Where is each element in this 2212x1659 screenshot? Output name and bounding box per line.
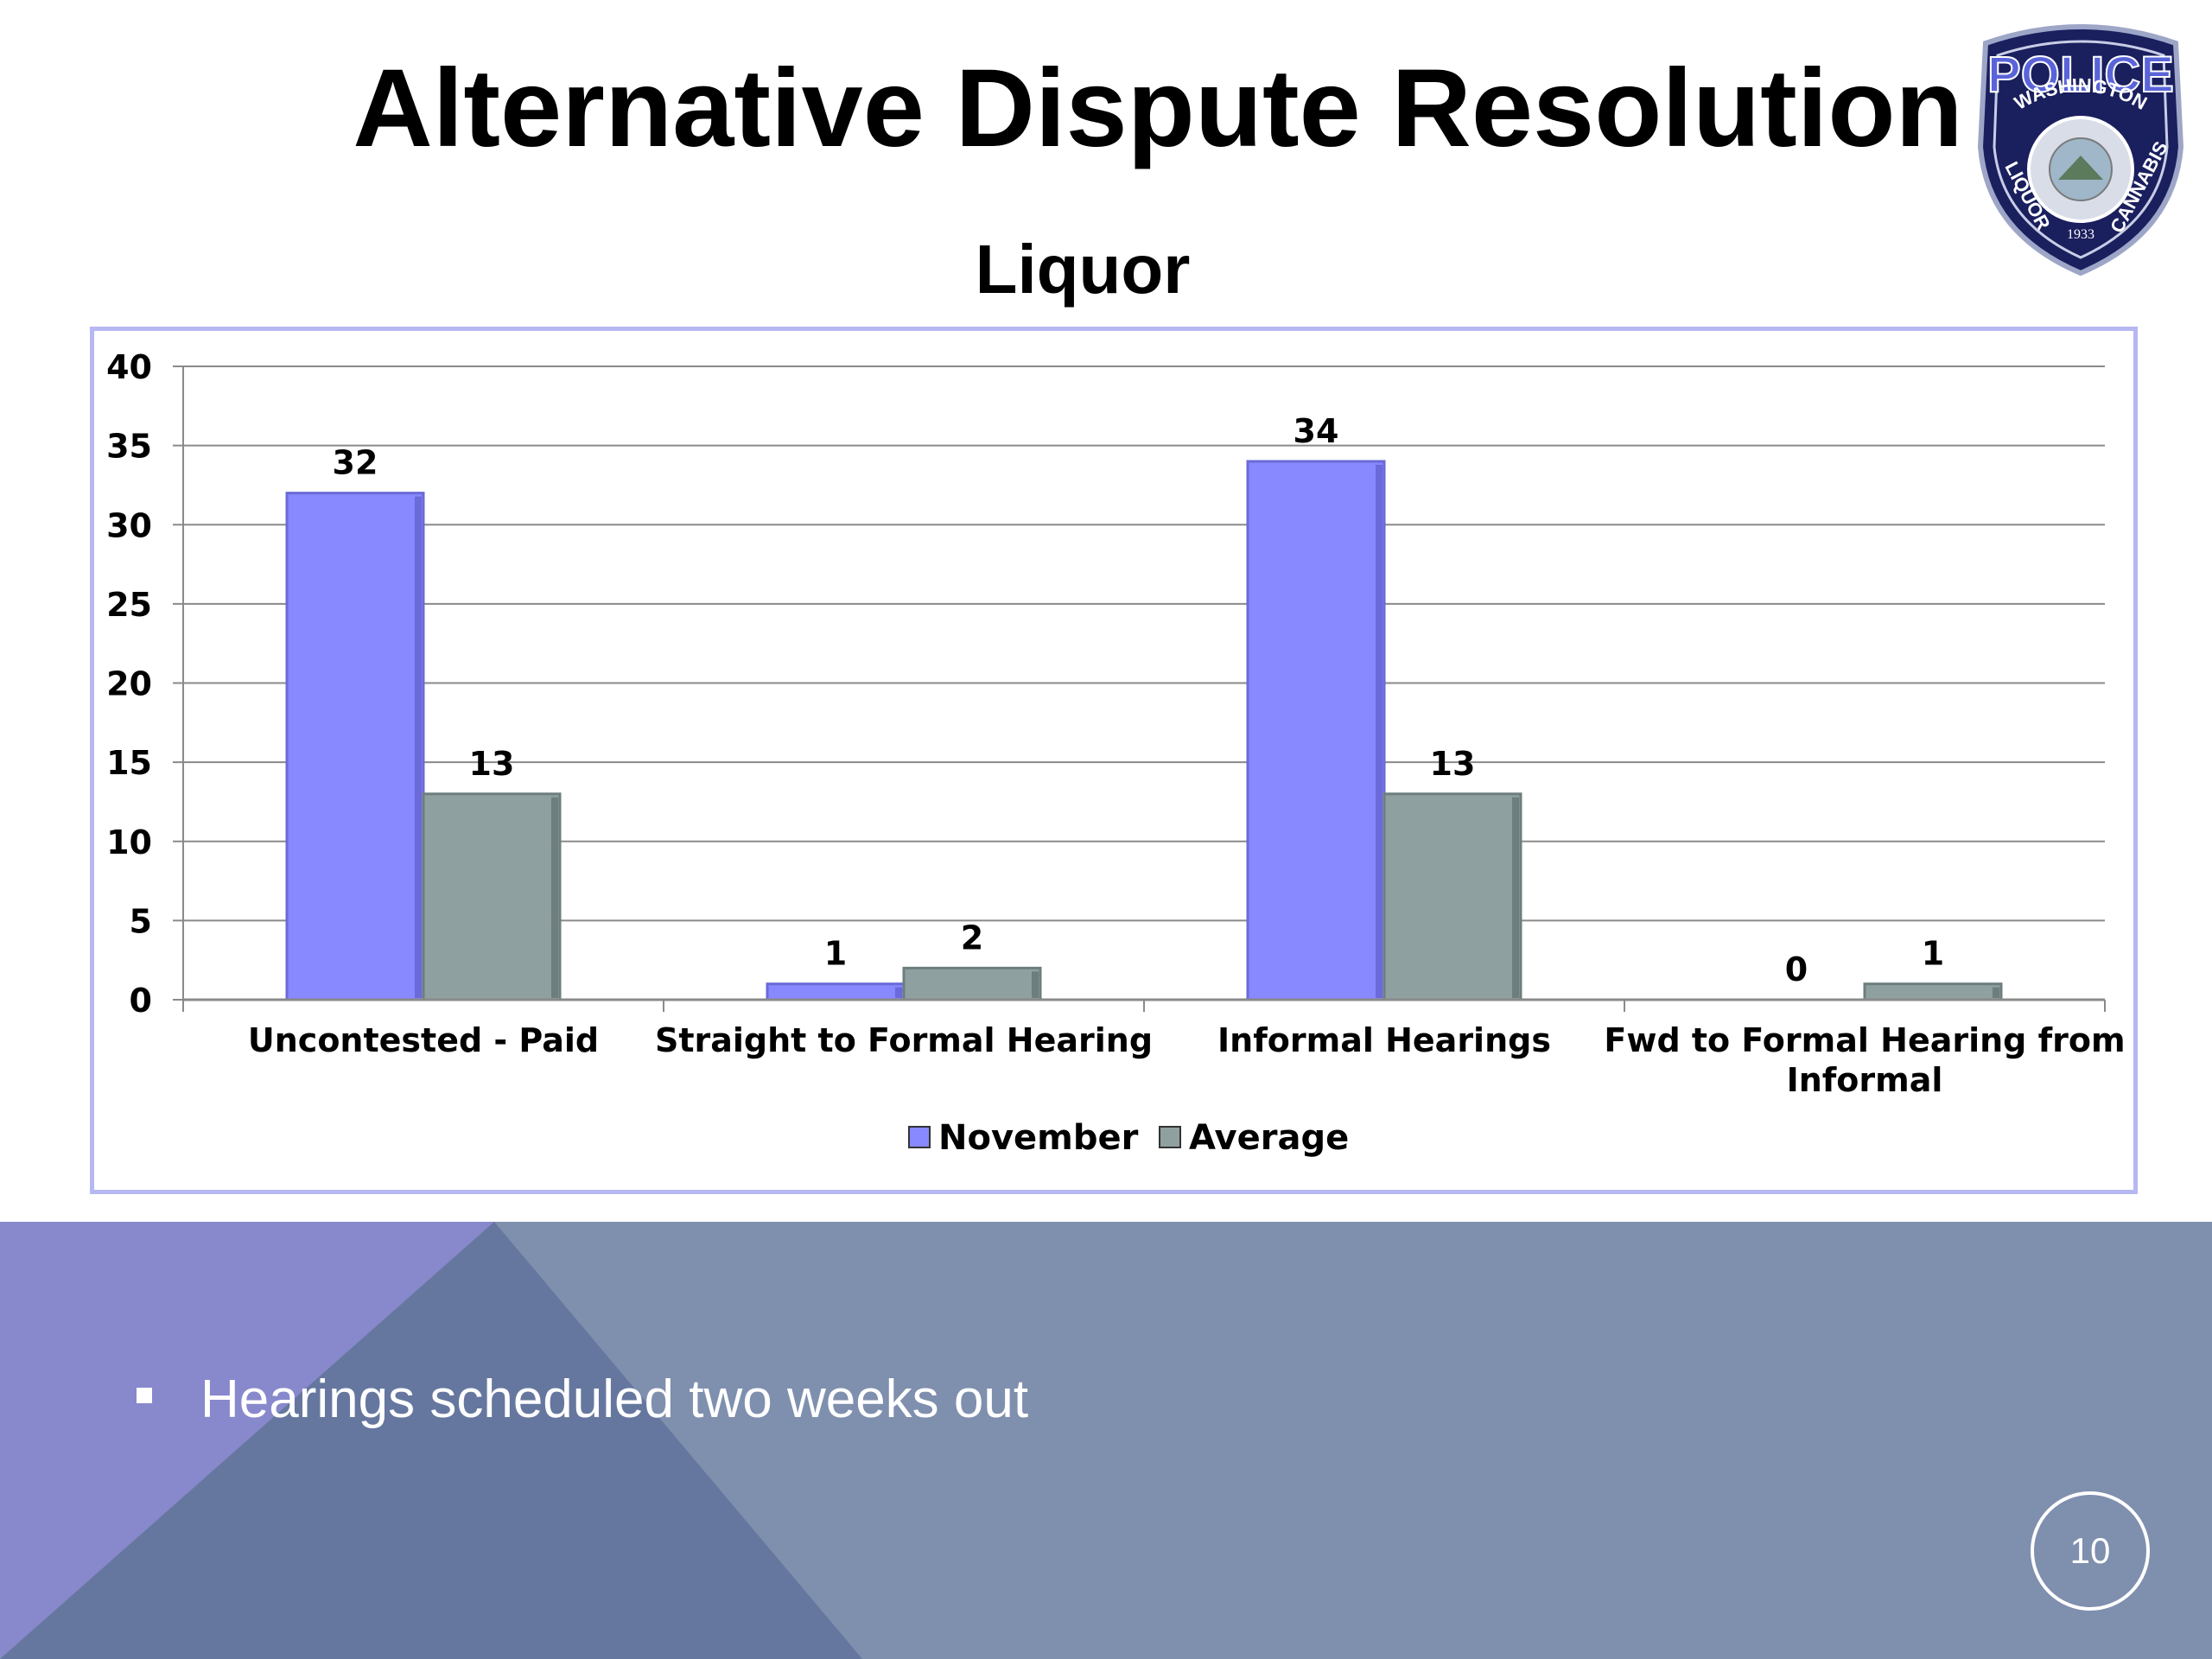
legend-swatch-average bbox=[1159, 1126, 1181, 1148]
bullet-marker bbox=[137, 1388, 152, 1403]
x-tick-label: Uncontested - Paid bbox=[248, 1021, 599, 1059]
data-label: 13 bbox=[469, 745, 515, 783]
legend-swatch-november bbox=[908, 1126, 931, 1148]
x-tick-label: Straight to Formal Hearing bbox=[655, 1021, 1153, 1059]
y-tick-label: 35 bbox=[106, 428, 152, 466]
legend-label-average: Average bbox=[1189, 1118, 1349, 1158]
bar-shade bbox=[1993, 987, 1999, 998]
y-tick-label: 20 bbox=[106, 665, 152, 703]
legend-label-november: November bbox=[938, 1118, 1139, 1158]
page-number: 10 bbox=[2031, 1491, 2150, 1611]
bar-shade bbox=[895, 987, 902, 998]
x-tick-label: Fwd to Formal Hearing from bbox=[1604, 1021, 2125, 1059]
bullet-text: Hearings scheduled two weeks out bbox=[200, 1370, 1029, 1429]
y-tick-label: 5 bbox=[130, 902, 152, 940]
data-label: 32 bbox=[333, 444, 378, 482]
chart-title: Liquor bbox=[975, 231, 1191, 308]
footer-band bbox=[0, 1222, 2212, 1659]
bar-shade bbox=[1512, 797, 1519, 998]
data-label: 1 bbox=[824, 935, 847, 973]
bar-average-3 bbox=[1863, 982, 2003, 1001]
y-tick-label: 0 bbox=[130, 982, 152, 1020]
bar-november-1 bbox=[766, 982, 906, 1001]
bar-shade bbox=[551, 797, 558, 998]
x-tick-label: Informal Hearings bbox=[1217, 1021, 1551, 1059]
logo-year: 1933 bbox=[2067, 227, 2094, 242]
chart-frame bbox=[90, 327, 2138, 1194]
footer-center-triangle bbox=[0, 1222, 862, 1659]
x-tick-label: Informal bbox=[1787, 1061, 1943, 1099]
y-tick-label: 15 bbox=[106, 744, 152, 782]
police-badge-icon: POLICE WASHINGTON LIQUOR CANNABIS 1933 bbox=[1977, 24, 2184, 276]
bar-average-0 bbox=[422, 792, 562, 1001]
data-label: 2 bbox=[961, 918, 983, 957]
y-tick-label: 40 bbox=[106, 348, 152, 386]
bar-november-0 bbox=[285, 492, 425, 1001]
y-tick-label: 25 bbox=[106, 586, 152, 624]
logo-top-text: POLICE bbox=[1987, 47, 2174, 103]
data-label: 34 bbox=[1294, 412, 1339, 450]
bar-shade bbox=[1376, 464, 1382, 998]
bar-average-2 bbox=[1382, 792, 1522, 1001]
bar-average-1 bbox=[902, 966, 1042, 1001]
bar-shade bbox=[415, 496, 422, 998]
slide-title: Alternative Dispute Resolution bbox=[353, 47, 1963, 170]
data-label: 13 bbox=[1430, 745, 1476, 783]
data-label: 0 bbox=[1785, 950, 1808, 988]
y-tick-label: 30 bbox=[106, 506, 152, 544]
y-tick-label: 10 bbox=[106, 823, 152, 861]
bar-november-2 bbox=[1246, 460, 1386, 1001]
bar-shade bbox=[1032, 971, 1039, 998]
data-label: 1 bbox=[1922, 935, 1944, 973]
